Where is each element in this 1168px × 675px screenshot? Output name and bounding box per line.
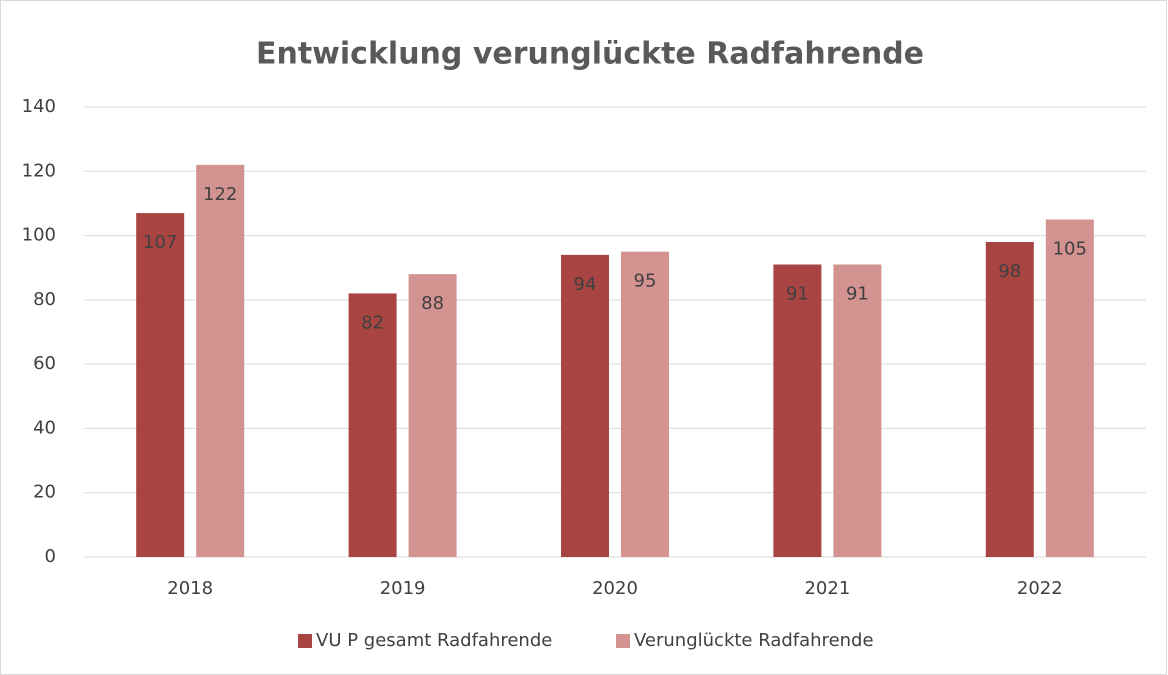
data-label: 122: [203, 184, 237, 205]
x-tick-label: 2018: [167, 578, 213, 599]
y-tick-label: 60: [33, 353, 56, 374]
y-tick-label: 80: [33, 289, 56, 310]
x-tick-label: 2022: [1017, 578, 1063, 599]
bar: [348, 293, 397, 557]
legend-label: VU P gesamt Radfahrende: [316, 630, 552, 651]
data-label: 94: [574, 274, 597, 295]
bar: [985, 242, 1034, 557]
x-tick-label: 2021: [804, 578, 850, 599]
data-label: 88: [421, 293, 444, 314]
legend-swatch: [298, 634, 312, 648]
data-label: 91: [786, 284, 809, 305]
x-tick-label: 2020: [592, 578, 638, 599]
bar: [196, 164, 245, 557]
data-label: 95: [634, 271, 657, 292]
data-label: 91: [846, 284, 869, 305]
bar: [1045, 219, 1094, 557]
y-tick-label: 20: [33, 482, 56, 503]
data-label: 107: [143, 232, 177, 253]
bar: [833, 264, 882, 557]
bar: [561, 254, 609, 557]
bar: [773, 264, 822, 557]
data-label: 98: [998, 261, 1021, 282]
y-tick-label: 40: [33, 417, 56, 438]
data-label: 105: [1053, 239, 1087, 260]
y-tick-label: 100: [22, 225, 56, 246]
y-tick-label: 120: [22, 160, 56, 181]
y-tick-label: 140: [22, 96, 56, 117]
y-tick-label: 0: [45, 546, 56, 567]
bar: [408, 274, 457, 557]
x-tick-label: 2019: [380, 578, 426, 599]
chart-title: Entwicklung verunglückte Radfahrende: [256, 37, 924, 72]
bar: [621, 251, 669, 557]
legend-label: Verunglückte Radfahrende: [634, 630, 874, 651]
bar: [136, 213, 185, 558]
data-label: 82: [361, 312, 384, 333]
legend-swatch: [616, 634, 630, 648]
